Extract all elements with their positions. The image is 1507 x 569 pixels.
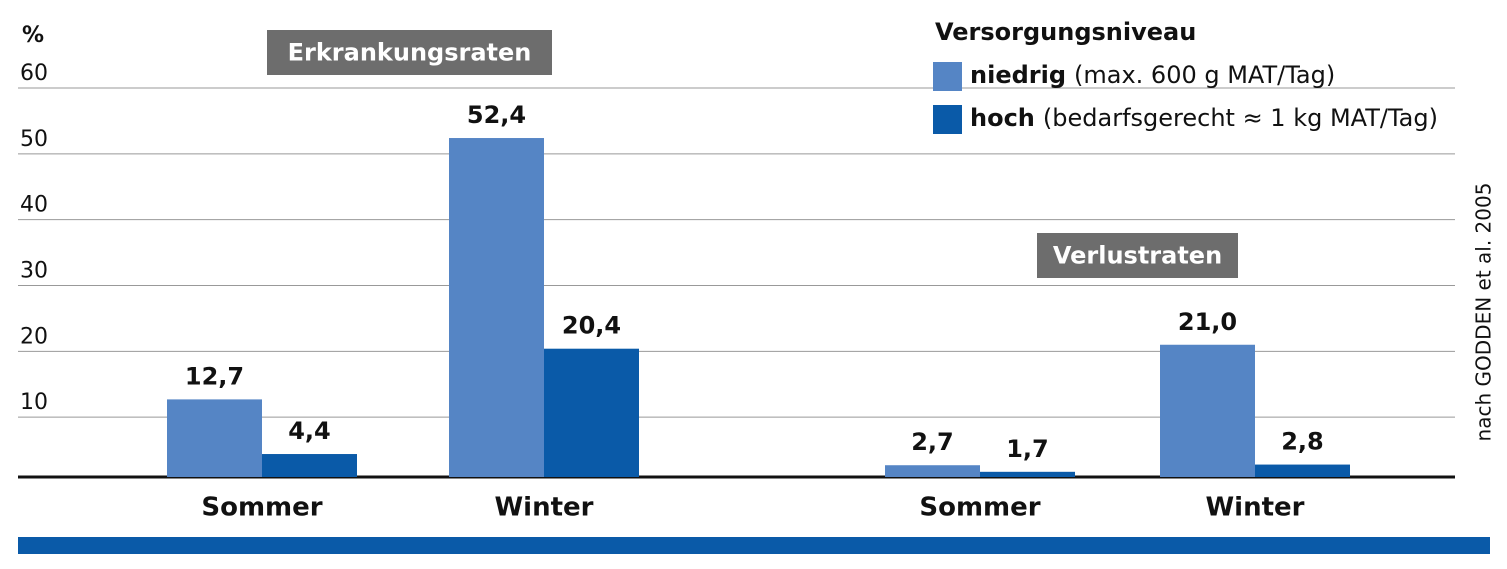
bar [1255,464,1350,477]
legend-entry: hoch (bedarfsgerecht ≈ 1 kg MAT/Tag) [970,104,1438,132]
y-axis-label: % [22,23,44,48]
legend-swatch [933,105,962,134]
legend-note: (bedarfsgerecht ≈ 1 kg MAT/Tag) [1043,104,1438,132]
y-tick-label: 60 [20,61,48,86]
x-tick-label: Sommer [201,493,322,523]
value-label: 21,0 [1178,308,1237,336]
y-tick-label: 40 [20,193,48,218]
legend-name: hoch [970,104,1035,132]
value-label: 2,7 [911,428,954,456]
source: nach GODDEN et al. 2005 [1472,183,1496,442]
bar [262,454,357,477]
value-label: 52,4 [467,101,526,129]
bar [544,348,639,477]
value-label: 1,7 [1006,435,1049,463]
panel-label-box [267,30,552,75]
y-tick-label: 20 [20,324,48,349]
y-tick-label: 50 [20,127,48,152]
legend-title: Versorgungsniveau [935,18,1196,46]
x-tick-label: Sommer [919,493,1040,523]
bar [1160,344,1255,477]
legend-entry: niedrig (max. 600 g MAT/Tag) [970,61,1335,89]
panel-label-box [1037,233,1238,278]
legend-swatch [933,62,962,91]
y-tick-label: 10 [20,390,48,415]
x-tick-label: Winter [495,493,594,523]
bar [449,138,544,478]
value-label: 4,4 [288,417,331,445]
value-label: 12,7 [185,362,244,390]
legend-name: niedrig [970,61,1066,89]
panel-label: Erkrankungsraten [288,39,532,67]
bar [980,471,1075,477]
bar [167,399,262,477]
value-label: 20,4 [562,312,621,340]
y-tick-label: 30 [20,259,48,284]
x-tick-label: Winter [1206,493,1305,523]
bar [885,465,980,477]
footer-bar [18,537,1490,554]
value-label: 2,8 [1281,428,1324,456]
panel-label: Verlustraten [1053,242,1222,270]
legend-note: (max. 600 g MAT/Tag) [1074,61,1335,89]
